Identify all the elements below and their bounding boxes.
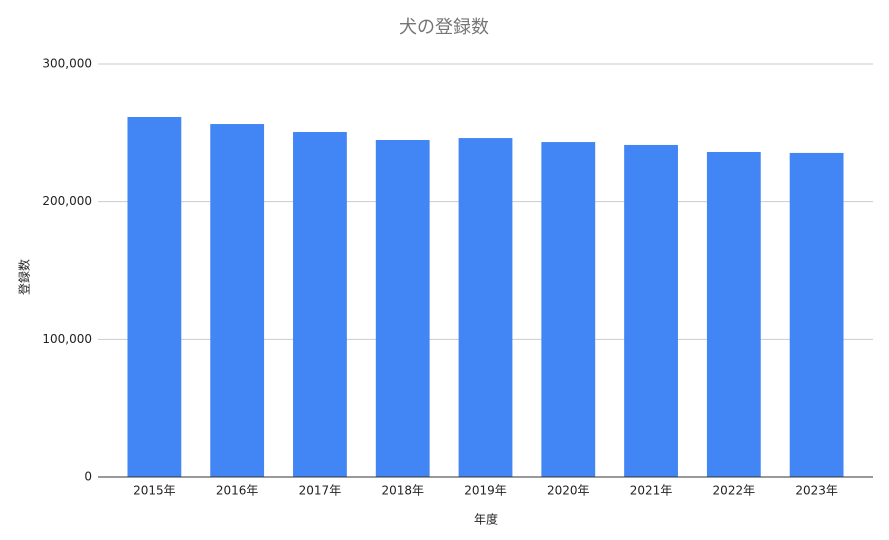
x-axis-title: 年度 [474, 512, 498, 527]
bar [706, 151, 761, 477]
bar [541, 142, 596, 477]
x-tick-label: 2023年 [795, 484, 838, 498]
bar [624, 144, 678, 477]
y-tick-label: 200,000 [42, 194, 92, 208]
y-tick-label: 0 [84, 470, 92, 484]
bar [458, 138, 513, 477]
x-tick-label: 2016年 [216, 484, 259, 498]
x-tick-label: 2017年 [299, 484, 342, 498]
y-tick-label: 300,000 [42, 57, 92, 71]
bar [210, 124, 265, 477]
chart-title: 犬の登録数 [399, 17, 489, 38]
x-tick-label: 2022年 [713, 484, 756, 498]
bar [127, 117, 182, 478]
bar [293, 132, 347, 478]
y-tick-label: 100,000 [42, 332, 92, 346]
bar [375, 139, 430, 477]
x-tick-label: 2018年 [381, 484, 424, 498]
y-axis-title: 登録数 [17, 259, 32, 295]
x-tick-label: 2015年 [133, 484, 176, 498]
x-tick-label: 2019年 [464, 484, 507, 498]
bar [789, 152, 844, 477]
x-tick-label: 2020年 [547, 484, 590, 498]
x-tick-label: 2021年 [630, 484, 673, 498]
